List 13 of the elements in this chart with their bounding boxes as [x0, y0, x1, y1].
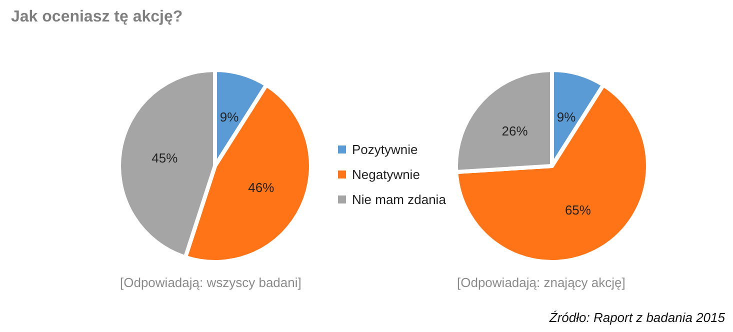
data-label: 45% — [152, 150, 178, 166]
data-label: 26% — [502, 124, 528, 139]
legend-label: Nie mam zdania — [352, 192, 447, 207]
legend-label: Negatywnie — [352, 167, 420, 182]
text: [Odpowiadają: znający akcję] — [457, 275, 626, 290]
text: [Odpowiadają: wszyscy badani] — [120, 275, 302, 290]
legend-label: Pozytywnie — [352, 142, 418, 157]
data-label: 65% — [564, 202, 592, 218]
text: Źródło: Raport z badania 2015 — [548, 310, 726, 325]
data-label: 9% — [556, 110, 576, 125]
chart-title: Jak oceniasz tę akcję? — [11, 8, 183, 26]
data-label: 46% — [248, 180, 275, 196]
data-label: 9% — [220, 110, 240, 125]
